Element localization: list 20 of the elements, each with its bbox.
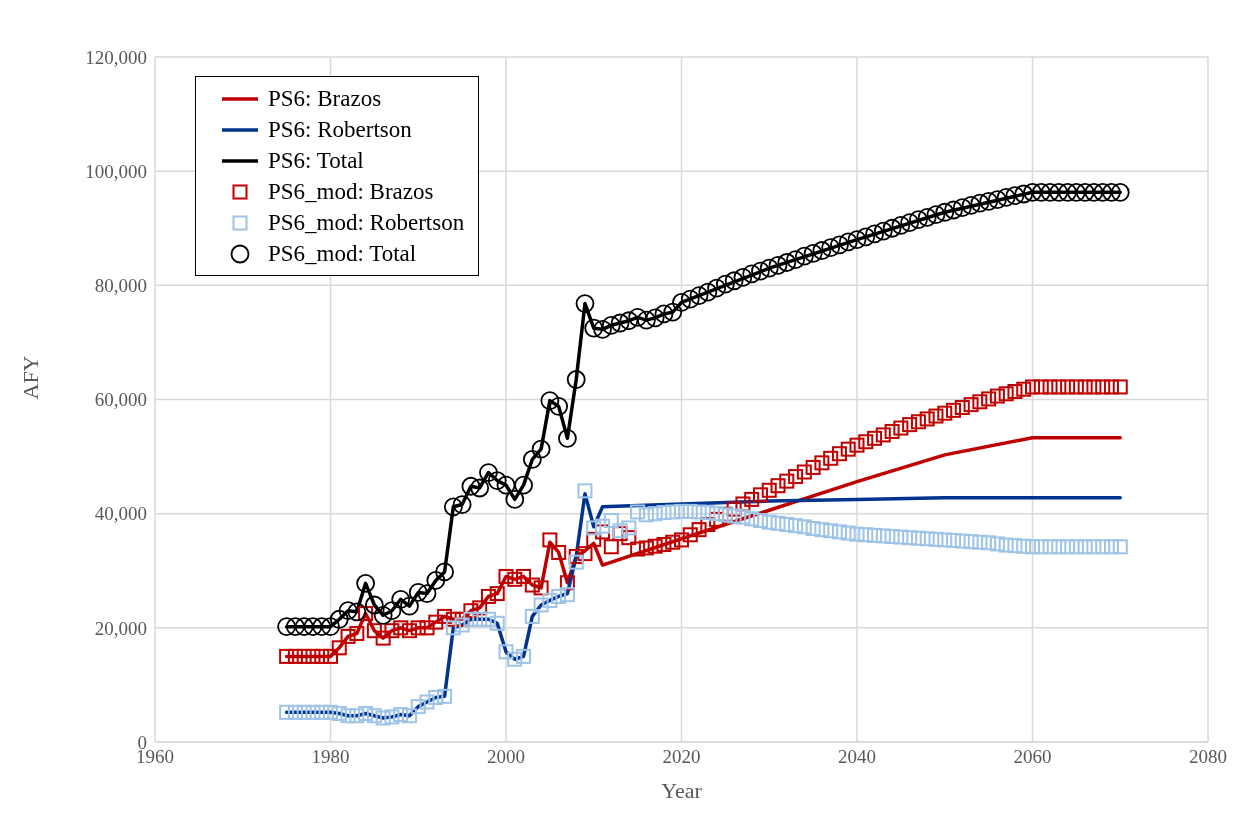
legend-label: PS6: Brazos: [268, 85, 382, 113]
legend-label: PS6: Robertson: [268, 116, 412, 144]
y-tick-label: 120,000: [85, 46, 147, 68]
x-tick-label: 1980: [311, 746, 350, 768]
x-axis-title: Year: [661, 778, 703, 803]
legend-label: PS6_mod: Total: [268, 240, 417, 268]
y-tick-label: 100,000: [85, 160, 147, 182]
legend-label: PS6_mod: Brazos: [268, 178, 434, 206]
legend-label: PS6: Total: [268, 147, 364, 175]
y-tick-label: 40,000: [94, 503, 147, 525]
y-tick-label: 60,000: [94, 389, 147, 411]
y-axis-title: AFY: [17, 355, 43, 400]
y-tick-label: 20,000: [94, 617, 147, 639]
x-tick-label: 2080: [1189, 746, 1227, 768]
x-tick-label: 2000: [487, 746, 525, 768]
legend-label: PS6_mod: Robertson: [268, 209, 465, 237]
x-tick-label: 2040: [838, 746, 876, 768]
x-tick-label: 2020: [662, 746, 701, 768]
y-tick-label: 80,000: [94, 275, 147, 297]
x-tick-label: 2060: [1013, 746, 1052, 768]
